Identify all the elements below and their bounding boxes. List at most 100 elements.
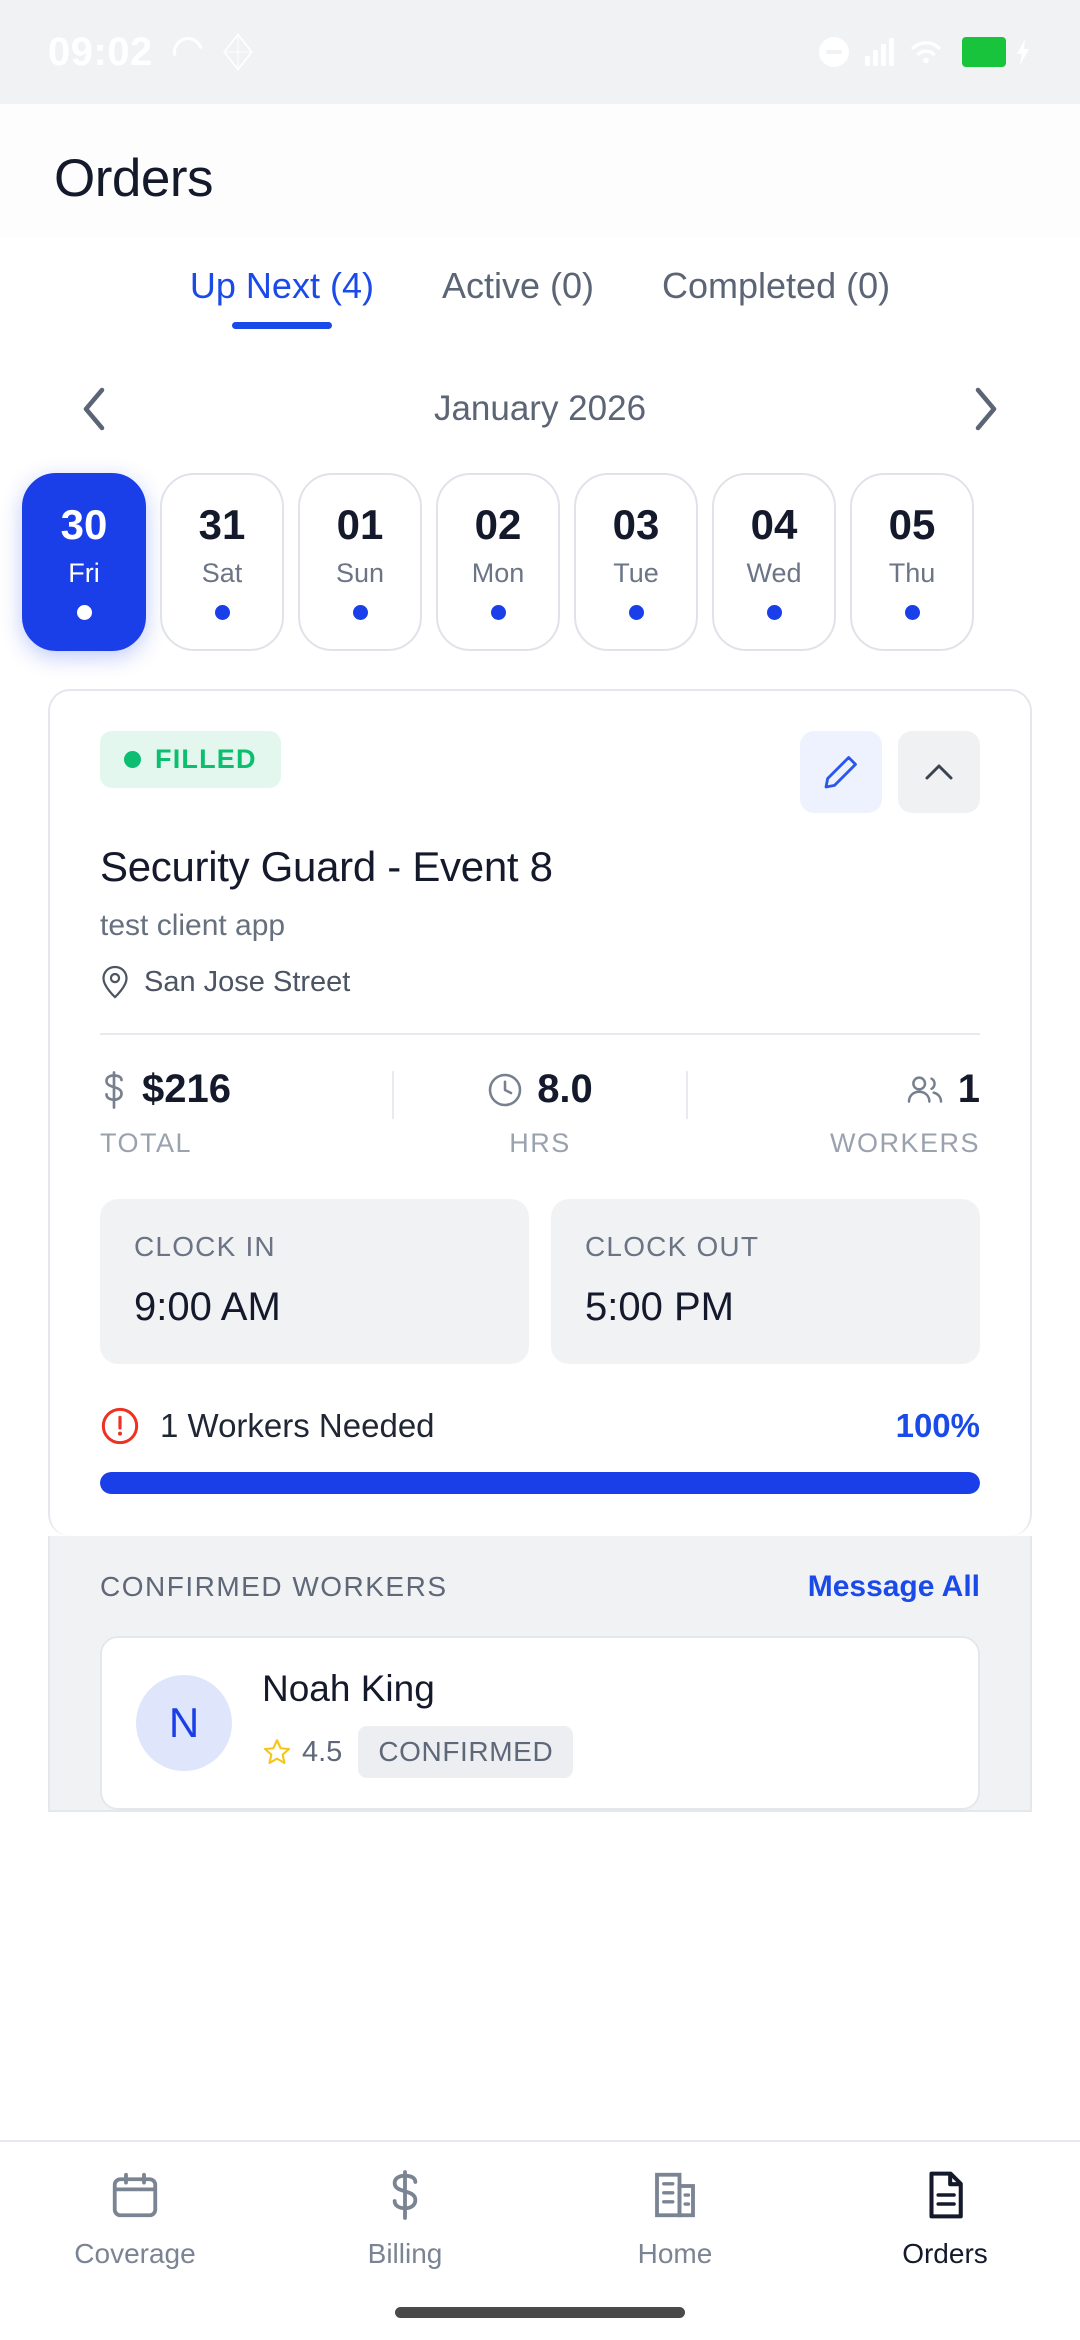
month-navigation: January 2026: [0, 329, 1080, 433]
date-weekday: Sat: [201, 558, 243, 588]
fill-percentage: 100%: [895, 1407, 980, 1444]
next-month-button[interactable]: [962, 385, 1010, 433]
stat-hours-label: HRS: [509, 1128, 571, 1158]
nav-label-billing: Billing: [367, 2238, 443, 2269]
date-weekday: Mon: [471, 558, 525, 588]
date-weekday: Fri: [68, 558, 100, 588]
date-strip[interactable]: 30 Fri 31 Sat 01 Sun 02 Mon 03 Tue 04 We…: [0, 433, 1080, 651]
stat-separator: [392, 1071, 394, 1119]
orders-list: FILLED: [0, 651, 1080, 2340]
battery-icon: [962, 37, 1006, 67]
date-dot-indicator: [214, 605, 230, 620]
message-all-button[interactable]: Message All: [807, 1570, 980, 1603]
date-weekday: Thu: [888, 558, 936, 588]
date-dot-indicator: [904, 605, 920, 620]
date-pill-01[interactable]: 01 Sun: [298, 473, 422, 651]
date-pill-05[interactable]: 05 Thu: [850, 473, 974, 651]
date-pill-04[interactable]: 04 Wed: [712, 473, 836, 651]
date-pill-31[interactable]: 31 Sat: [160, 473, 284, 651]
order-card[interactable]: FILLED: [48, 689, 1032, 1536]
tab-active[interactable]: Active (0): [408, 265, 628, 329]
stat-total-label: TOTAL: [100, 1128, 193, 1158]
signal-icon: [865, 38, 894, 66]
worker-list-item[interactable]: N Noah King 4.5 CONFIRMED: [100, 1636, 980, 1810]
nav-label-orders: Orders: [902, 2238, 988, 2269]
stat-workers-label: WORKERS: [829, 1128, 980, 1158]
order-location: San Jose Street: [100, 965, 980, 999]
date-weekday: Tue: [613, 558, 659, 588]
bottom-navigation: Coverage Billing Home Orders: [0, 2140, 1080, 2340]
spinner-icon: [167, 31, 209, 73]
stat-total: $216 TOTAL: [100, 1067, 392, 1159]
edit-order-button[interactable]: [800, 731, 882, 813]
chevron-left-icon: [83, 387, 105, 431]
clock-icon: [488, 1073, 522, 1106]
stat-workers: 1 WORKERS: [688, 1067, 980, 1159]
pencil-icon: [824, 756, 857, 789]
chevron-right-icon: [975, 387, 997, 431]
clock-out-value: 5:00 PM: [585, 1285, 734, 1329]
prev-month-button[interactable]: [70, 385, 118, 433]
nav-item-billing[interactable]: Billing: [270, 2168, 540, 2270]
date-number: 02: [474, 501, 522, 548]
avatar: N: [136, 1675, 232, 1771]
clock-in-box[interactable]: CLOCK IN 9:00 AM: [100, 1199, 529, 1364]
star-icon: [263, 1739, 291, 1765]
worker-status-chip: CONFIRMED: [358, 1726, 574, 1778]
workers-needed-text: 1 Workers Needed: [160, 1407, 435, 1444]
worker-rating-value: 4.5: [302, 1735, 343, 1768]
clock-out-label: CLOCK OUT: [585, 1231, 760, 1262]
date-pill-02[interactable]: 02 Mon: [436, 473, 560, 651]
status-badge-label: FILLED: [155, 744, 257, 774]
stat-hours: 8.0 HRS: [394, 1067, 686, 1159]
document-icon: [929, 2171, 963, 2219]
tab-active-label: Active (0): [441, 265, 594, 306]
date-number: 01: [336, 501, 384, 548]
building-icon: [655, 2172, 695, 2218]
clock-in-value: 9:00 AM: [134, 1285, 281, 1329]
nav-item-coverage[interactable]: Coverage: [0, 2168, 270, 2270]
confirmed-workers-panel: CONFIRMED WORKERS Message All N Noah Kin…: [48, 1536, 1032, 1812]
date-number: 03: [612, 501, 660, 548]
app-header: Orders: [0, 104, 1080, 237]
date-number: 30: [60, 501, 108, 548]
wifi-icon: [911, 41, 941, 64]
status-bar-right: [819, 37, 1034, 67]
tab-up-next-label: Up Next (4): [189, 265, 374, 306]
collapse-order-button[interactable]: [898, 731, 980, 813]
date-dot-indicator: [766, 605, 782, 620]
date-number: 04: [750, 501, 798, 548]
stat-total-value: $216: [142, 1067, 231, 1111]
dollar-icon: [392, 2170, 418, 2220]
date-pill-03[interactable]: 03 Tue: [574, 473, 698, 651]
nav-item-home[interactable]: Home: [540, 2168, 810, 2270]
order-tabs: Up Next (4) Active (0) Completed (0): [0, 237, 1080, 329]
worker-rating: 4.5: [262, 1736, 342, 1769]
stat-separator: [686, 1071, 688, 1119]
tab-completed[interactable]: Completed (0): [628, 265, 924, 329]
clock-in-label: CLOCK IN: [134, 1231, 276, 1262]
worker-info: Noah King 4.5 CONFIRMED: [262, 1668, 574, 1778]
date-dot-indicator: [76, 605, 92, 620]
clock-out-box[interactable]: CLOCK OUT 5:00 PM: [551, 1199, 980, 1364]
date-number: 31: [198, 501, 246, 548]
date-pill-30[interactable]: 30 Fri: [22, 473, 146, 651]
fill-progress-value: [100, 1472, 980, 1494]
order-card-actions: [800, 731, 980, 813]
home-indicator: [395, 2307, 685, 2318]
date-dot-indicator: [490, 605, 506, 620]
page-title: Orders: [54, 149, 213, 208]
status-bar-left: 09:02: [48, 30, 253, 75]
clock-times: CLOCK IN 9:00 AM CLOCK OUT 5:00 PM: [100, 1199, 980, 1364]
confirmed-workers-title: CONFIRMED WORKERS: [100, 1571, 448, 1602]
card-divider: [100, 1033, 980, 1035]
diamond-icon: [222, 33, 253, 71]
status-badge: FILLED: [100, 731, 281, 788]
order-stats: $216 TOTAL 8.0 HRS: [100, 1035, 980, 1159]
date-weekday: Wed: [746, 558, 802, 588]
tab-completed-label: Completed (0): [662, 265, 891, 306]
tab-up-next[interactable]: Up Next (4): [156, 265, 408, 329]
date-dot-indicator: [352, 605, 368, 620]
nav-item-orders[interactable]: Orders: [810, 2168, 1080, 2270]
